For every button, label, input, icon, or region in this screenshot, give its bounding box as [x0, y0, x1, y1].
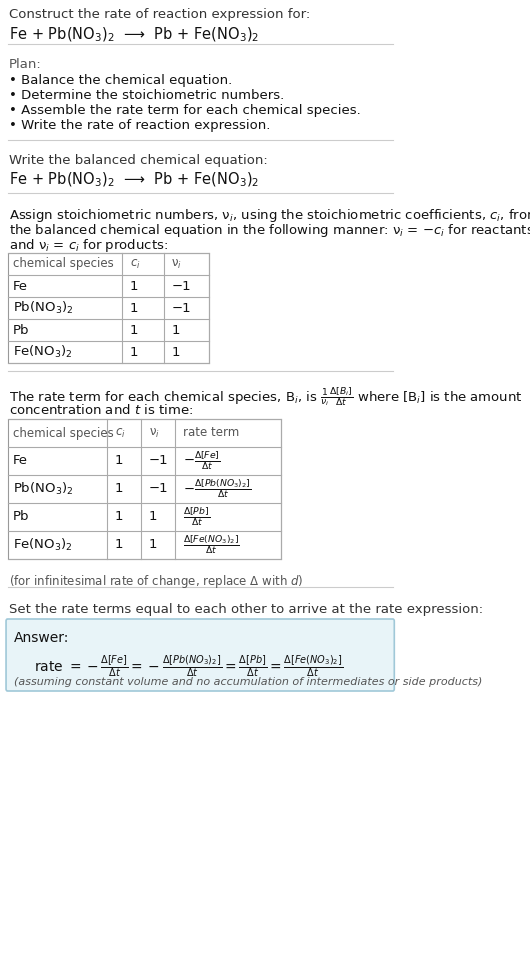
Text: 1: 1 [130, 302, 138, 314]
Text: ν$_i$: ν$_i$ [149, 427, 160, 439]
Text: ν$_i$: ν$_i$ [172, 258, 182, 270]
Text: • Write the rate of reaction expression.: • Write the rate of reaction expression. [9, 119, 270, 132]
Text: The rate term for each chemical species, B$_i$, is $\frac{1}{\nu_i}\frac{\Delta[: The rate term for each chemical species,… [9, 385, 523, 408]
Bar [7, 419, 281, 559]
Text: 1: 1 [149, 510, 157, 523]
Text: $c_i$: $c_i$ [115, 427, 126, 439]
Text: and ν$_i$ = $c_i$ for products:: and ν$_i$ = $c_i$ for products: [9, 237, 168, 254]
Text: • Balance the chemical equation.: • Balance the chemical equation. [9, 74, 232, 87]
Text: $\frac{\Delta[Pb]}{\Delta t}$: $\frac{\Delta[Pb]}{\Delta t}$ [183, 506, 210, 528]
Text: Fe(NO$_3$)$_2$: Fe(NO$_3$)$_2$ [13, 344, 73, 360]
Text: Pb: Pb [13, 323, 29, 337]
Text: Set the rate terms equal to each other to arrive at the rate expression:: Set the rate terms equal to each other t… [9, 603, 483, 616]
Text: rate term: rate term [183, 427, 239, 439]
Text: 1: 1 [149, 539, 157, 551]
Text: Fe: Fe [13, 279, 28, 293]
Text: Answer:: Answer: [14, 631, 69, 645]
Bar [7, 253, 209, 363]
Text: −1: −1 [149, 455, 169, 468]
FancyBboxPatch shape [6, 619, 394, 691]
Text: $c_i$: $c_i$ [130, 258, 140, 270]
Text: −1: −1 [149, 482, 169, 496]
Text: Plan:: Plan: [9, 58, 42, 71]
Text: Construct the rate of reaction expression for:: Construct the rate of reaction expressio… [9, 8, 310, 21]
Text: −1: −1 [172, 279, 191, 293]
Text: $\frac{\Delta[Fe(NO_3)_2]}{\Delta t}$: $\frac{\Delta[Fe(NO_3)_2]}{\Delta t}$ [183, 534, 240, 556]
Text: Pb(NO$_3$)$_2$: Pb(NO$_3$)$_2$ [13, 481, 73, 497]
Text: • Determine the stoichiometric numbers.: • Determine the stoichiometric numbers. [9, 89, 284, 102]
Text: 1: 1 [115, 455, 123, 468]
Text: rate $= -\frac{\Delta[Fe]}{\Delta t} = -\frac{\Delta[Pb(NO_3)_2]}{\Delta t} = \f: rate $= -\frac{\Delta[Fe]}{\Delta t} = -… [34, 653, 343, 678]
Text: Fe + Pb(NO$_3$)$_2$  ⟶  Pb + Fe(NO$_3$)$_2$: Fe + Pb(NO$_3$)$_2$ ⟶ Pb + Fe(NO$_3$)$_2… [9, 171, 259, 189]
Text: 1: 1 [115, 482, 123, 496]
Text: Pb(NO$_3$)$_2$: Pb(NO$_3$)$_2$ [13, 300, 73, 316]
Text: Pb: Pb [13, 510, 29, 523]
Text: 1: 1 [115, 510, 123, 523]
Text: Fe + Pb(NO$_3$)$_2$  ⟶  Pb + Fe(NO$_3$)$_2$: Fe + Pb(NO$_3$)$_2$ ⟶ Pb + Fe(NO$_3$)$_2… [9, 26, 259, 44]
Text: $-\frac{\Delta[Pb(NO_3)_2]}{\Delta t}$: $-\frac{\Delta[Pb(NO_3)_2]}{\Delta t}$ [183, 477, 251, 501]
Text: the balanced chemical equation in the following manner: ν$_i$ = −$c_i$ for react: the balanced chemical equation in the fo… [9, 222, 530, 239]
Text: 1: 1 [172, 346, 180, 358]
Text: Write the balanced chemical equation:: Write the balanced chemical equation: [9, 154, 268, 167]
Text: 1: 1 [115, 539, 123, 551]
Text: 1: 1 [130, 323, 138, 337]
Text: $-\frac{\Delta[Fe]}{\Delta t}$: $-\frac{\Delta[Fe]}{\Delta t}$ [183, 450, 220, 472]
Text: 1: 1 [130, 346, 138, 358]
Text: Assign stoichiometric numbers, ν$_i$, using the stoichiometric coefficients, $c_: Assign stoichiometric numbers, ν$_i$, us… [9, 207, 530, 224]
Text: (assuming constant volume and no accumulation of intermediates or side products): (assuming constant volume and no accumul… [14, 677, 482, 687]
Text: chemical species: chemical species [13, 427, 113, 439]
Text: 1: 1 [130, 279, 138, 293]
Text: Fe: Fe [13, 455, 28, 468]
Text: chemical species: chemical species [13, 258, 113, 270]
Text: 1: 1 [172, 323, 180, 337]
Text: −1: −1 [172, 302, 191, 314]
Text: • Assemble the rate term for each chemical species.: • Assemble the rate term for each chemic… [9, 104, 361, 117]
Text: Fe(NO$_3$)$_2$: Fe(NO$_3$)$_2$ [13, 537, 73, 553]
Text: concentration and $t$ is time:: concentration and $t$ is time: [9, 403, 193, 417]
Text: (for infinitesimal rate of change, replace Δ with $d$): (for infinitesimal rate of change, repla… [9, 573, 304, 590]
